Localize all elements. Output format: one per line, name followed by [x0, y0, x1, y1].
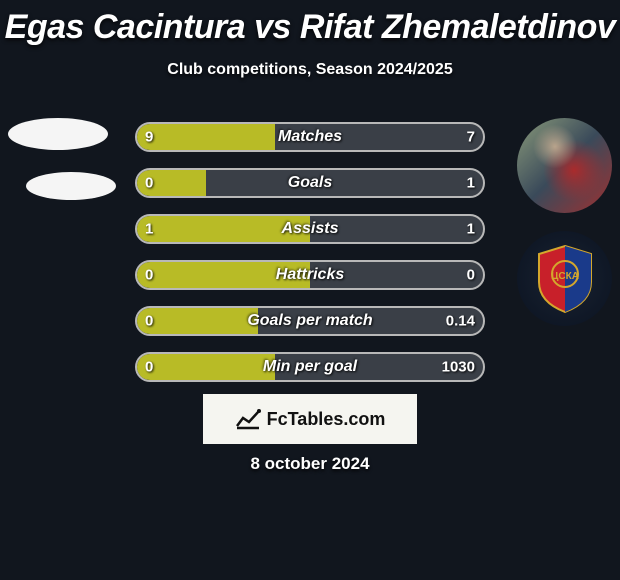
bar-left-value: 0: [145, 175, 153, 192]
club-left-avatar: [26, 172, 116, 200]
left-avatars: [8, 118, 116, 218]
stat-bar: 1 1 Assists: [135, 214, 485, 244]
bar-left-value: 9: [145, 129, 153, 146]
bar-label: Matches: [278, 128, 342, 146]
bar-fill: [137, 354, 275, 380]
bar-right-value: 7: [467, 129, 475, 146]
bar-left-value: 0: [145, 267, 153, 284]
bar-left-value: 1: [145, 221, 153, 238]
stat-bar: 0 1 Goals: [135, 168, 485, 198]
club-right-avatar: ЦСКА: [517, 231, 612, 326]
bar-right-value: 1: [467, 221, 475, 238]
date-label: 8 october 2024: [250, 454, 369, 474]
bar-right-value: 1030: [442, 359, 475, 376]
bar-label: Assists: [282, 220, 339, 238]
brand-text: FcTables.com: [267, 409, 386, 430]
bar-label: Min per goal: [263, 358, 357, 376]
svg-text:ЦСКА: ЦСКА: [551, 271, 579, 282]
club-badge-icon: ЦСКА: [535, 244, 595, 314]
stat-bar: 0 1030 Min per goal: [135, 352, 485, 382]
bar-label: Goals: [288, 174, 332, 192]
bar-left-value: 0: [145, 359, 153, 376]
bar-label: Goals per match: [247, 312, 372, 330]
bar-right-value: 1: [467, 175, 475, 192]
player-right-avatar: [517, 118, 612, 213]
bar-right-value: 0.14: [446, 313, 475, 330]
player-left-avatar: [8, 118, 108, 150]
brand-box: FcTables.com: [203, 394, 417, 444]
page-title: Egas Cacintura vs Rifat Zhemaletdinov: [0, 0, 620, 47]
brand-logo-icon: [235, 408, 261, 430]
bar-fill: [137, 308, 258, 334]
bar-label: Hattricks: [276, 266, 344, 284]
bar-right-value: 0: [467, 267, 475, 284]
stats-bars: 9 7 Matches 0 1 Goals 1 1 Assists 0 0 Hattricks 0 0.1…: [135, 122, 485, 398]
stat-bar: 0 0.14 Goals per match: [135, 306, 485, 336]
right-avatars: ЦСКА: [517, 118, 612, 344]
stat-bar: 9 7 Matches: [135, 122, 485, 152]
bar-fill: [137, 124, 275, 150]
bar-left-value: 0: [145, 313, 153, 330]
page-subtitle: Club competitions, Season 2024/2025: [0, 61, 620, 79]
stat-bar: 0 0 Hattricks: [135, 260, 485, 290]
